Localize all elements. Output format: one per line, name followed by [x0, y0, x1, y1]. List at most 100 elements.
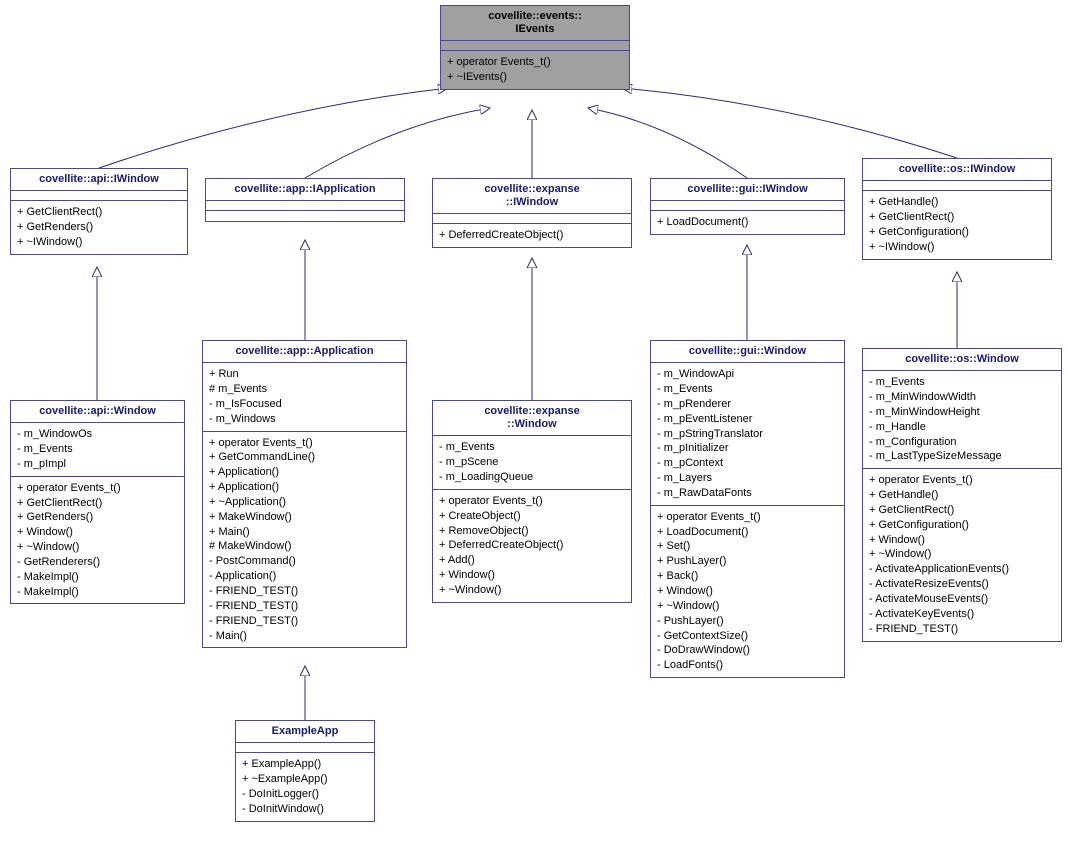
class-attribute: - m_pImpl	[17, 457, 178, 472]
class-attribute: - m_Events	[657, 382, 838, 397]
class-attribute: - m_WindowOs	[17, 427, 178, 442]
title-line: ::IWindow	[439, 196, 625, 209]
attr-section	[651, 201, 844, 211]
inheritance-edge	[305, 108, 490, 178]
class-method: - DoDrawWindow()	[657, 643, 838, 658]
class-attribute: - m_WindowApi	[657, 367, 838, 382]
class-method: + GetHandle()	[869, 195, 1045, 210]
class-ievents[interactable]: covellite::events:: IEvents + operator E…	[440, 5, 630, 90]
class-method: + Window()	[869, 533, 1055, 548]
class-attribute: - m_LastTypeSizeMessage	[869, 449, 1055, 464]
class-title: ExampleApp	[236, 721, 374, 743]
attr-section: - m_Events- m_pScene- m_LoadingQueue	[433, 436, 631, 490]
class-method: + Add()	[439, 553, 625, 568]
class-gui-window[interactable]: covellite::gui::Window - m_WindowApi- m_…	[650, 340, 845, 678]
inheritance-edge	[622, 88, 957, 158]
class-gui-iwindow[interactable]: covellite::gui::IWindow + LoadDocument()	[650, 178, 845, 235]
attr-section: - m_Events- m_MinWindowWidth- m_MinWindo…	[863, 371, 1061, 469]
method-section: + ExampleApp()+ ~ExampleApp()- DoInitLog…	[236, 753, 374, 820]
class-method: + ~Window()	[17, 540, 178, 555]
class-method: + GetHandle()	[869, 488, 1055, 503]
class-title: covellite::api::IWindow	[11, 169, 187, 191]
class-method: - ActivateApplicationEvents()	[869, 562, 1055, 577]
attr-section: - m_WindowApi- m_Events- m_pRenderer- m_…	[651, 363, 844, 506]
class-app-application[interactable]: covellite::app::Application + Run# m_Eve…	[202, 340, 407, 648]
class-method: + Window()	[657, 584, 838, 599]
class-method: + GetClientRect()	[869, 210, 1045, 225]
class-method: + LoadDocument()	[657, 215, 838, 230]
class-method: + Application()	[209, 465, 400, 480]
class-method: + Window()	[17, 525, 178, 540]
class-method: + operator Events_t()	[657, 510, 838, 525]
class-method: + ~IEvents()	[447, 70, 623, 85]
class-method: - DoInitWindow()	[242, 802, 368, 817]
class-title: covellite::gui::Window	[651, 341, 844, 363]
class-method: - GetContextSize()	[657, 629, 838, 644]
class-os-window[interactable]: covellite::os::Window - m_Events- m_MinW…	[862, 348, 1062, 642]
class-os-iwindow[interactable]: covellite::os::IWindow + GetHandle()+ Ge…	[862, 158, 1052, 260]
method-section: + DeferredCreateObject()	[433, 224, 631, 247]
class-method: - Main()	[209, 629, 400, 644]
class-api-window[interactable]: covellite::api::Window - m_WindowOs- m_E…	[10, 400, 185, 604]
class-method: + MakeWindow()	[209, 510, 400, 525]
class-method: - FRIEND_TEST()	[209, 584, 400, 599]
title-line: covellite::expanse	[439, 183, 625, 196]
class-method: + Main()	[209, 525, 400, 540]
class-attribute: - m_pInitializer	[657, 441, 838, 456]
class-attribute: - m_Layers	[657, 471, 838, 486]
class-method: - MakeImpl()	[17, 570, 178, 585]
class-method: - GetRenderers()	[17, 555, 178, 570]
class-title: covellite::expanse ::IWindow	[433, 179, 631, 214]
class-title: covellite::os::IWindow	[863, 159, 1051, 181]
class-method: + ~IWindow()	[869, 240, 1045, 255]
class-method: + ~Window()	[869, 547, 1055, 562]
class-method: + GetRenders()	[17, 220, 181, 235]
class-app-iapplication[interactable]: covellite::app::IApplication	[205, 178, 405, 222]
class-attribute: + Run	[209, 367, 400, 382]
class-method: + ~IWindow()	[17, 235, 181, 250]
attr-section: + Run# m_Events- m_IsFocused- m_Windows	[203, 363, 406, 431]
method-section: + GetClientRect()+ GetRenders()+ ~IWindo…	[11, 201, 187, 254]
class-title: covellite::app::Application	[203, 341, 406, 363]
method-section: + operator Events_t()+ GetHandle()+ GetC…	[863, 469, 1061, 640]
class-method: - MakeImpl()	[17, 585, 178, 600]
class-method: - FRIEND_TEST()	[209, 599, 400, 614]
class-method: + GetConfiguration()	[869, 518, 1055, 533]
class-api-iwindow[interactable]: covellite::api::IWindow + GetClientRect(…	[10, 168, 188, 255]
class-method: + DeferredCreateObject()	[439, 538, 625, 553]
class-attribute: - m_Events	[869, 375, 1055, 390]
inheritance-edge	[588, 108, 747, 178]
class-attribute: - m_pContext	[657, 456, 838, 471]
class-attribute: - m_Handle	[869, 420, 1055, 435]
class-method: + ExampleApp()	[242, 757, 368, 772]
method-section: + operator Events_t()+ GetCommandLine()+…	[203, 432, 406, 648]
title-line: ::Window	[439, 418, 625, 431]
attr-section: - m_WindowOs- m_Events- m_pImpl	[11, 423, 184, 477]
class-method: - PostCommand()	[209, 554, 400, 569]
class-attribute: - m_RawDataFonts	[657, 486, 838, 501]
method-section: + operator Events_t()+ GetClientRect()+ …	[11, 477, 184, 604]
class-method: + operator Events_t()	[439, 494, 625, 509]
method-section: + operator Events_t()+ LoadDocument()+ S…	[651, 506, 844, 677]
inheritance-edge	[99, 88, 448, 168]
attr-section	[441, 41, 629, 51]
class-method: + ~Application()	[209, 495, 400, 510]
attr-section	[433, 214, 631, 224]
class-method: + GetRenders()	[17, 510, 178, 525]
class-expanse-window[interactable]: covellite::expanse ::Window - m_Events- …	[432, 400, 632, 603]
class-attribute: - m_MinWindowHeight	[869, 405, 1055, 420]
class-attribute: - m_pStringTranslator	[657, 427, 838, 442]
class-attribute: - m_MinWindowWidth	[869, 390, 1055, 405]
class-method: + Back()	[657, 569, 838, 584]
class-method: + GetClientRect()	[869, 503, 1055, 518]
class-method: - LoadFonts()	[657, 658, 838, 673]
class-exampleapp[interactable]: ExampleApp + ExampleApp()+ ~ExampleApp()…	[235, 720, 375, 822]
class-method: + PushLayer()	[657, 554, 838, 569]
method-section: + LoadDocument()	[651, 211, 844, 234]
class-method: + GetCommandLine()	[209, 450, 400, 465]
class-title: covellite::gui::IWindow	[651, 179, 844, 201]
class-method: + GetConfiguration()	[869, 225, 1045, 240]
class-method: + Set()	[657, 539, 838, 554]
method-section	[206, 211, 404, 221]
class-expanse-iwindow[interactable]: covellite::expanse ::IWindow + DeferredC…	[432, 178, 632, 248]
